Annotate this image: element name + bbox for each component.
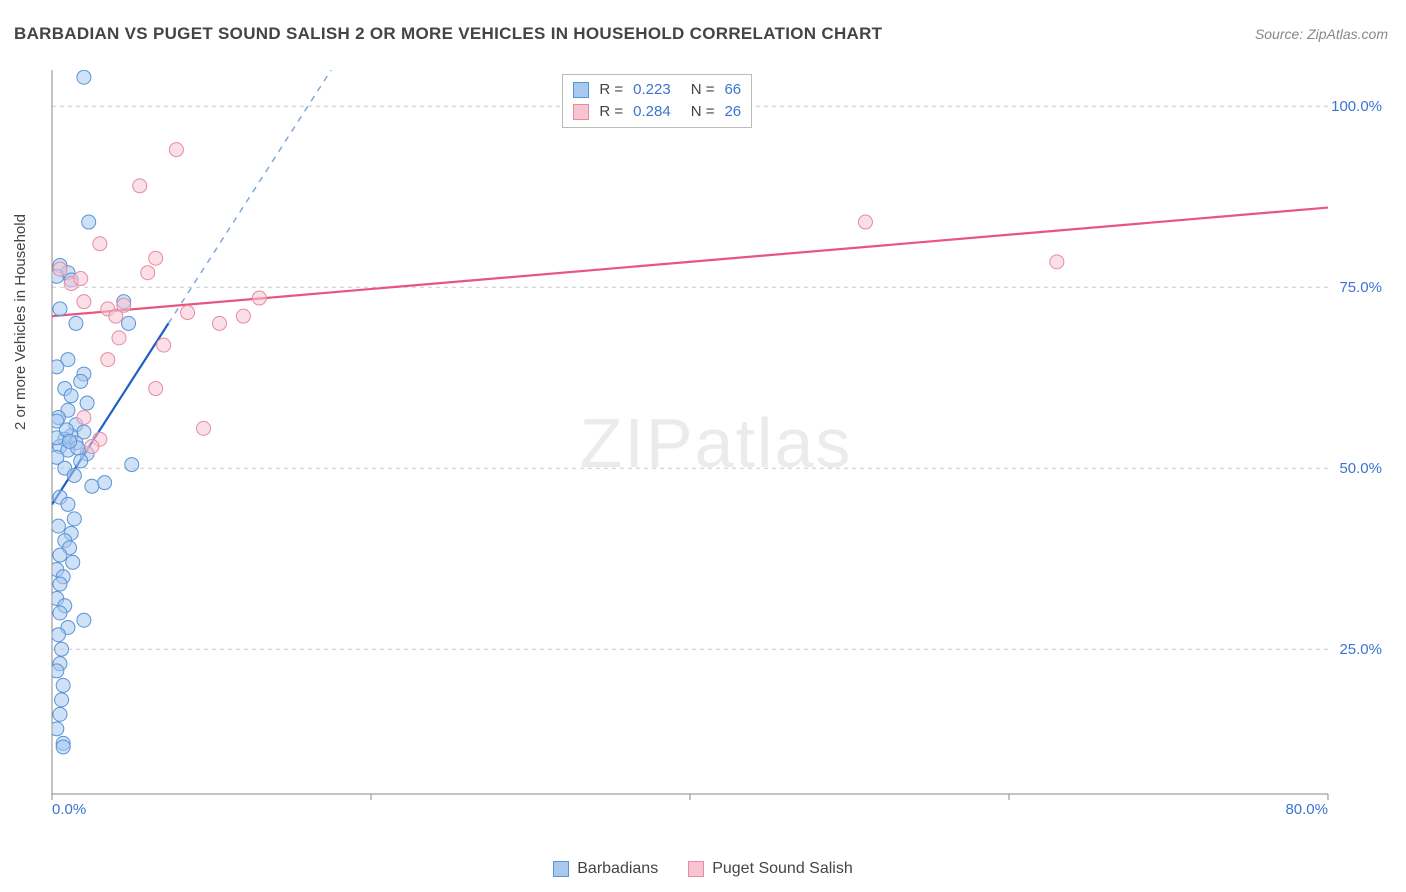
chart-title: BARBADIAN VS PUGET SOUND SALISH 2 OR MOR… bbox=[14, 24, 882, 44]
legend-label-barbadians: Barbadians bbox=[577, 860, 658, 878]
stats-swatch bbox=[573, 104, 589, 120]
bottom-legend: Barbadians Puget Sound Salish bbox=[0, 860, 1406, 878]
legend-label-puget: Puget Sound Salish bbox=[712, 860, 853, 878]
legend-swatch-blue bbox=[553, 861, 569, 877]
legend-item-puget: Puget Sound Salish bbox=[688, 860, 853, 878]
source-attribution: Source: ZipAtlas.com bbox=[1255, 26, 1388, 42]
svg-text:25.0%: 25.0% bbox=[1339, 641, 1382, 658]
legend-swatch-pink bbox=[688, 861, 704, 877]
chart-plot-area: 25.0% 50.0% 75.0% 100.0% 0.0% 80.0% R =0.223N … bbox=[44, 62, 1388, 824]
svg-text:0.0%: 0.0% bbox=[52, 801, 86, 818]
stats-swatch bbox=[573, 82, 589, 98]
stats-box: R =0.223N =66R =0.284N =26 bbox=[562, 74, 752, 128]
legend-item-barbadians: Barbadians bbox=[553, 860, 658, 878]
svg-text:50.0%: 50.0% bbox=[1339, 460, 1382, 477]
svg-text:100.0%: 100.0% bbox=[1331, 98, 1382, 115]
chart-svg: 25.0% 50.0% 75.0% 100.0% 0.0% 80.0% R =0.223N … bbox=[44, 62, 1388, 824]
svg-text:75.0%: 75.0% bbox=[1339, 279, 1382, 296]
svg-text:80.0%: 80.0% bbox=[1285, 801, 1328, 818]
y-axis-label: 2 or more Vehicles in Household bbox=[12, 214, 29, 430]
